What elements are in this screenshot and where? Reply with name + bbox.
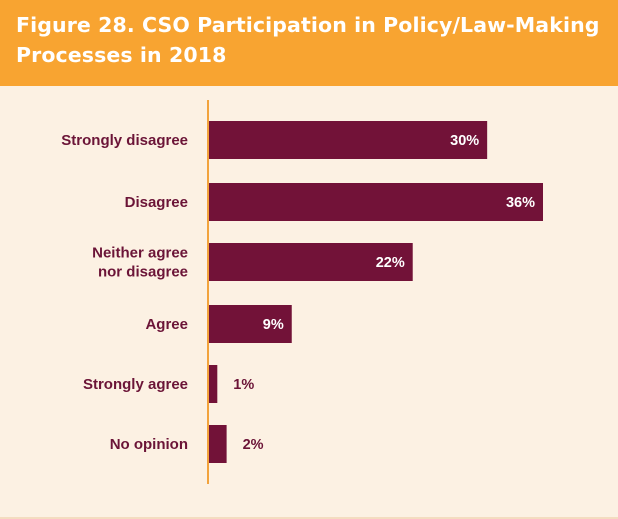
category-label: Agree (145, 316, 188, 333)
bar-strongly-agree (208, 365, 218, 403)
chart-title: Figure 28. CSO Participation in Policy/L… (16, 13, 600, 67)
value-label: 2% (243, 437, 264, 453)
category-label: Disagree (125, 194, 188, 211)
value-label: 1% (233, 377, 254, 393)
bar-no-opinion (208, 425, 227, 463)
bar-agree (208, 305, 292, 343)
category-label: No opinion (110, 436, 188, 453)
bar-strongly-disagree (208, 121, 488, 159)
bar-disagree (208, 183, 543, 221)
bar-chart: Strongly disagree 30% Disagree 36% Neither a… (61, 100, 543, 484)
category-label: Strongly disagree (61, 132, 188, 149)
chart-header: Figure 28. CSO Participation in Policy/L… (0, 0, 618, 86)
value-label: 36% (506, 195, 535, 211)
value-label: 22% (376, 255, 405, 271)
category-label: Strongly agree (83, 376, 188, 393)
category-label: Neither agree nor disagree (92, 245, 188, 281)
bar-neither-agree-nor-disagree (208, 243, 413, 281)
value-label: 9% (263, 317, 284, 333)
chart-area: Strongly disagree 30% Disagree 36% Neither a… (0, 86, 618, 519)
value-label: 30% (450, 133, 479, 149)
